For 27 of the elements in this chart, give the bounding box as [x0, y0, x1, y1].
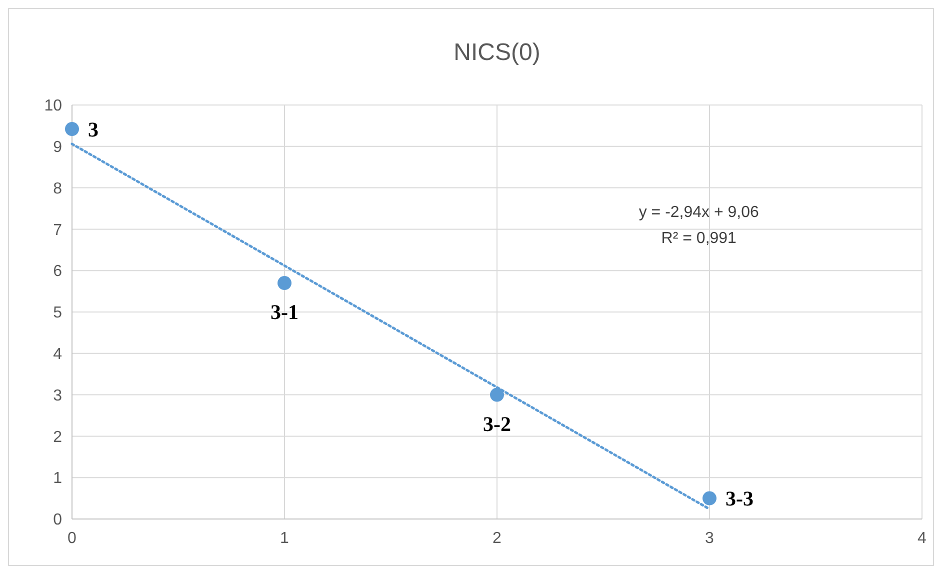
y-tick-label: 7 [53, 222, 62, 239]
y-tick-label: 1 [53, 470, 62, 488]
y-tick-label: 0 [53, 512, 62, 529]
annotation: 3 [88, 117, 98, 142]
y-tick-label: 3 [53, 387, 62, 404]
chart-title: NICS(0) [454, 39, 540, 66]
point [278, 276, 292, 290]
x-tick-label: 2 [492, 530, 502, 547]
x-tick-label: 0 [68, 530, 77, 547]
annotation: 3-1 [270, 300, 298, 324]
y-tick-label: 6 [53, 263, 62, 280]
y-tick-label: 9 [53, 139, 62, 156]
annotation: 3-2 [483, 412, 511, 436]
x-tick-label: 3 [705, 530, 714, 547]
y-tick-label: 5 [53, 304, 62, 322]
annotation: R² = 0,991 [661, 230, 737, 247]
annotation: 3-3 [726, 486, 754, 511]
point [65, 122, 79, 136]
y-tick-label: 8 [53, 180, 62, 198]
y-tick-label: 10 [44, 98, 62, 115]
x-tick-label: 4 [918, 530, 927, 547]
y-tick-label: 2 [53, 428, 62, 446]
annotation: y = -2,94x + 9,06 [638, 204, 760, 221]
y-tick-label: 4 [53, 346, 62, 363]
x-tick-label: 1 [280, 530, 290, 547]
point [490, 388, 504, 402]
point [702, 491, 716, 506]
